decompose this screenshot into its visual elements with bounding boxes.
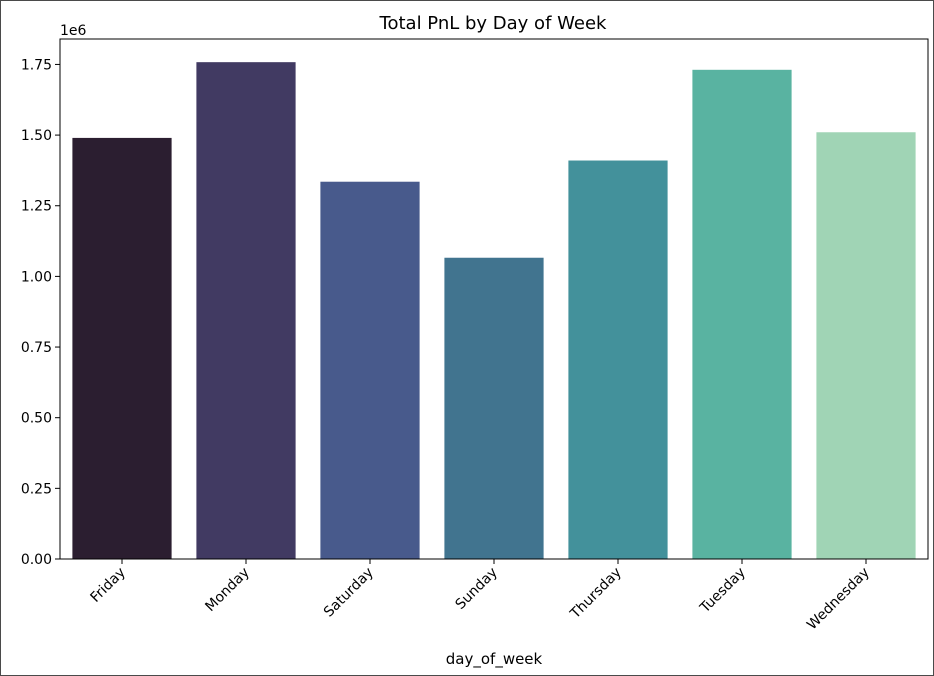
x-axis: Friday Monday Saturday Sunday Thursday Tuesda… bbox=[88, 559, 873, 633]
bar-saturday bbox=[320, 181, 420, 559]
x-tick-label: Monday bbox=[202, 565, 252, 615]
y-tick-label: 0.25 bbox=[21, 481, 52, 497]
x-tick-label: Tuesday bbox=[697, 565, 749, 617]
y-tick-label: 0.75 bbox=[21, 340, 52, 356]
bar-wednesday bbox=[816, 132, 916, 559]
bars-layer bbox=[72, 62, 916, 560]
bar-thursday bbox=[568, 160, 668, 559]
x-tick-label: Wednesday bbox=[804, 565, 873, 634]
x-tick-label: Thursday bbox=[567, 565, 625, 623]
bar-sunday bbox=[444, 257, 544, 559]
x-tick-label: Friday bbox=[88, 565, 129, 606]
plot-area-frame bbox=[59, 38, 929, 560]
bar-monday bbox=[196, 62, 296, 560]
x-tick-label: Sunday bbox=[452, 565, 500, 613]
y-tick-label: 0.50 bbox=[21, 411, 52, 427]
x-axis-label: day_of_week bbox=[446, 650, 543, 669]
y-tick-label: 1.75 bbox=[21, 57, 52, 73]
y-tick-label: 1.25 bbox=[21, 199, 52, 215]
y-tick-label: 1.00 bbox=[21, 269, 52, 285]
y-tick-label: 1.50 bbox=[21, 128, 52, 144]
bar-tuesday bbox=[692, 69, 792, 560]
bar-friday bbox=[72, 137, 172, 559]
y-axis: 0.00 0.25 0.50 0.75 1.00 1.25 1.50 1.75 bbox=[21, 57, 60, 568]
x-tick-label: Saturday bbox=[321, 565, 377, 621]
chart-title: Total PnL by Day of Week bbox=[379, 13, 607, 34]
y-tick-label: 0.00 bbox=[21, 552, 52, 568]
y-offset-text: 1e6 bbox=[60, 23, 87, 39]
